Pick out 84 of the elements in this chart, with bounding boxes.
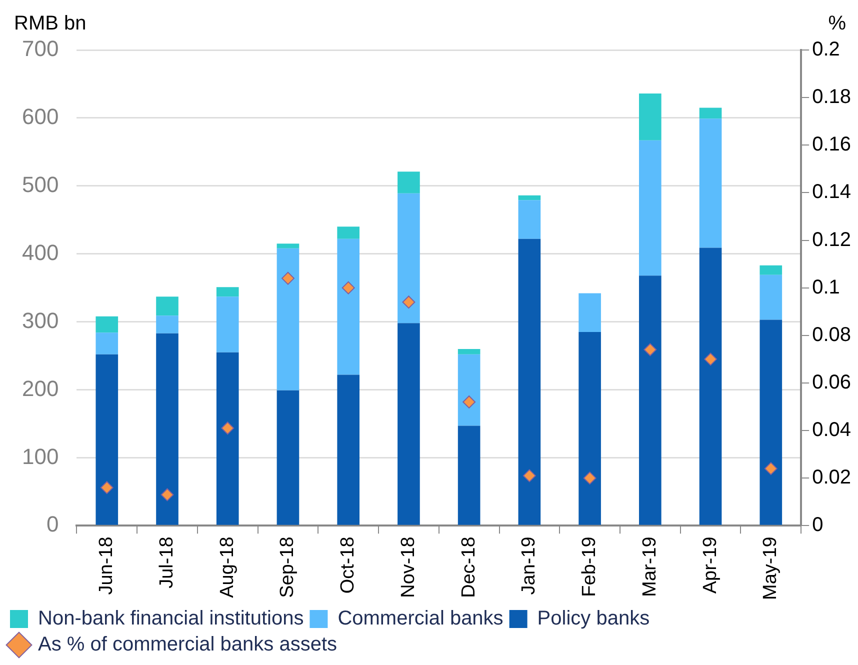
y2-tick-label: 0.04 <box>812 419 852 442</box>
bar <box>458 348 480 354</box>
x-tick-label: May-19 <box>760 536 782 600</box>
bar <box>398 323 420 525</box>
y2-axis-title: % <box>828 12 846 35</box>
bar <box>96 354 118 525</box>
y2-tick-label: 0.14 <box>812 181 852 204</box>
bar <box>216 352 239 525</box>
bar <box>518 195 541 200</box>
y-tick-label: 0 <box>46 512 59 537</box>
x-tick-label: Aug-18 <box>216 536 238 598</box>
x-tick-label: Feb-19 <box>579 536 600 597</box>
bar <box>578 332 601 525</box>
bar <box>398 172 420 194</box>
bar <box>458 426 480 525</box>
point <box>704 352 718 366</box>
x-tick-label: Jul-18 <box>156 536 178 588</box>
bar <box>398 193 420 324</box>
bar <box>578 293 601 332</box>
point <box>462 395 476 408</box>
bar <box>699 118 722 248</box>
bar <box>337 226 360 239</box>
y-tick-label: 500 <box>22 172 59 197</box>
y-axis-title: RMB bn <box>14 12 86 35</box>
point <box>522 469 536 482</box>
point <box>402 296 416 309</box>
y2-tick-label: 0.06 <box>812 371 852 394</box>
y-tick-label: 700 <box>22 36 59 62</box>
y2-tick-label: 0.2 <box>812 38 840 61</box>
x-tick-label: Jun-18 <box>96 536 118 595</box>
point <box>221 422 234 435</box>
point <box>764 462 778 476</box>
bar <box>518 238 541 525</box>
y2-tick-label: 0.12 <box>812 228 852 251</box>
x-tick-label: Oct-18 <box>338 536 359 594</box>
point <box>100 481 114 494</box>
bar <box>337 238 360 375</box>
point <box>583 472 596 485</box>
bar <box>276 248 300 390</box>
y-tick-label: 600 <box>22 104 59 130</box>
y2-tick-label: 0.1 <box>812 276 840 298</box>
y-tick-label: 400 <box>22 240 59 265</box>
bar <box>156 333 178 525</box>
point <box>644 343 657 356</box>
y2-tick-label: 0.16 <box>812 134 852 156</box>
x-tick-label: Sep-18 <box>277 536 298 598</box>
legend-label: Policy banks <box>537 608 650 630</box>
y2-tick-label: 0.18 <box>812 86 852 108</box>
legend-label: Commercial banks <box>338 608 504 630</box>
legend-label: As % of commercial banks assets <box>38 634 337 656</box>
bar <box>96 316 118 333</box>
bar <box>699 248 722 525</box>
legend-label: Non-bank financial institutions <box>38 608 304 630</box>
bar <box>156 316 178 334</box>
bar <box>760 265 782 275</box>
y2-tick-label: 0 <box>812 514 824 536</box>
x-tick-label: Nov-18 <box>398 536 419 598</box>
x-tick-label: Dec-18 <box>458 536 480 598</box>
bar <box>639 93 662 140</box>
x-tick-label: Mar-19 <box>639 536 660 597</box>
bar <box>760 274 782 320</box>
bar <box>276 390 300 525</box>
bar <box>639 276 662 525</box>
x-tick-label: Apr-19 <box>700 536 721 594</box>
point <box>160 488 174 502</box>
bar <box>337 374 360 525</box>
bar <box>276 244 300 248</box>
x-tick-label: Jan-19 <box>518 536 540 595</box>
bar <box>458 354 480 426</box>
point <box>281 272 294 285</box>
bar <box>699 108 722 119</box>
point <box>342 281 355 294</box>
bar <box>156 296 178 316</box>
y-tick-label: 300 <box>22 308 59 333</box>
bar <box>639 140 662 276</box>
bar <box>518 200 541 239</box>
bar <box>96 332 118 354</box>
bar <box>216 296 239 352</box>
y2-tick-label: 0.02 <box>812 466 852 489</box>
bar <box>760 320 782 525</box>
y-tick-label: 100 <box>22 444 59 469</box>
y-tick-label: 200 <box>22 376 59 401</box>
y2-tick-label: 0.08 <box>812 324 852 346</box>
bar <box>216 287 239 297</box>
